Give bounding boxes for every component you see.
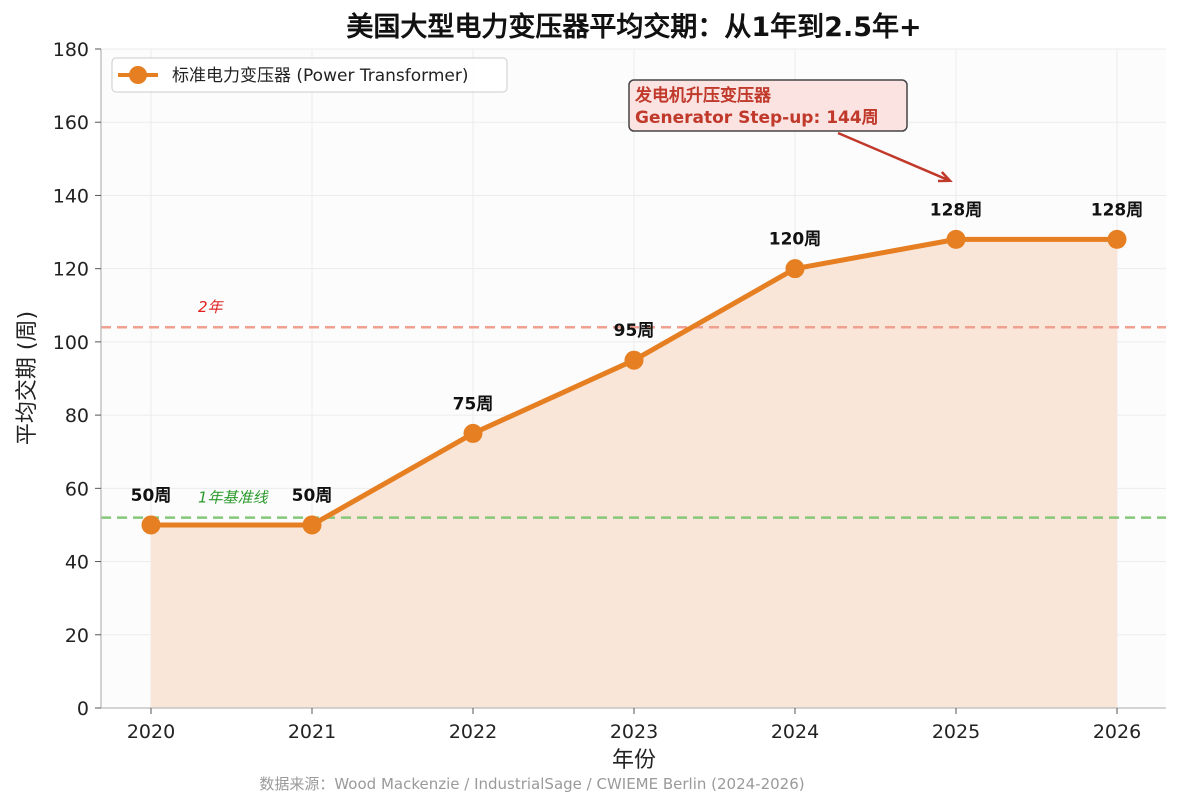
y-tick-label: 160 bbox=[53, 112, 89, 134]
y-tick-label: 40 bbox=[65, 552, 89, 574]
reference-line-label: 2年 bbox=[198, 298, 225, 316]
data-point bbox=[302, 515, 322, 535]
data-label: 128周 bbox=[1091, 200, 1144, 220]
y-tick-label: 60 bbox=[65, 478, 89, 500]
x-tick-label: 2022 bbox=[449, 721, 497, 743]
data-point bbox=[1107, 229, 1127, 249]
x-axis-label: 年份 bbox=[612, 748, 656, 773]
legend-marker-swatch bbox=[129, 66, 147, 84]
x-tick-label: 2020 bbox=[127, 721, 175, 743]
data-label: 95周 bbox=[614, 321, 655, 341]
y-ticks: 0 20 40 60 80 100 120 140 160 180 bbox=[53, 39, 101, 720]
x-tick-label: 2025 bbox=[932, 721, 980, 743]
data-label: 128周 bbox=[930, 200, 983, 220]
x-ticks: 2020 2021 2022 2023 2024 2025 2026 bbox=[127, 708, 1141, 743]
reference-lines: 2年 1年基准线 bbox=[101, 298, 1166, 519]
x-tick-label: 2023 bbox=[610, 721, 658, 743]
data-label: 75周 bbox=[453, 394, 494, 414]
data-label: 120周 bbox=[769, 230, 822, 250]
annotation-arrow bbox=[837, 131, 953, 183]
y-tick-label: 100 bbox=[53, 332, 89, 354]
data-point bbox=[785, 259, 805, 279]
data-point bbox=[141, 515, 161, 535]
area-fill bbox=[151, 239, 1117, 708]
y-tick-label: 180 bbox=[53, 39, 89, 61]
legend-box bbox=[111, 57, 508, 93]
annotation-box bbox=[628, 79, 908, 132]
y-axis-label: 平均交期 (周) bbox=[15, 311, 40, 445]
x-tick-label: 2021 bbox=[288, 721, 336, 743]
y-tick-label: 120 bbox=[53, 259, 89, 281]
source-note: 数据来源：Wood Mackenzie / IndustrialSage / C… bbox=[259, 775, 804, 793]
chart-title: 美国大型电力变压器平均交期：从1年到2.5年+ bbox=[346, 11, 921, 43]
data-point bbox=[946, 229, 966, 249]
y-tick-label: 0 bbox=[77, 698, 89, 720]
annotation: 发电机升压变压器 Generator Step-up: 144周 bbox=[628, 79, 953, 183]
x-tick-label: 2024 bbox=[771, 721, 819, 743]
data-points bbox=[141, 229, 1127, 535]
legend: 标准电力变压器 (Power Transformer) bbox=[111, 57, 508, 93]
data-point bbox=[624, 350, 644, 370]
reference-line-label: 1年基准线 bbox=[198, 489, 270, 507]
annotation-line-1: 发电机升压变压器 bbox=[634, 85, 772, 106]
legend-entry-label: 标准电力变压器 (Power Transformer) bbox=[172, 66, 468, 86]
y-tick-label: 20 bbox=[65, 625, 89, 647]
annotation-line-2: Generator Step-up: 144周 bbox=[635, 108, 879, 128]
data-label: 50周 bbox=[292, 486, 333, 506]
data-labels: 50周 50周 75周 95周 120周 128周 128周 bbox=[131, 200, 1144, 506]
data-point bbox=[463, 423, 483, 443]
y-tick-label: 80 bbox=[65, 405, 89, 427]
data-label: 50周 bbox=[131, 486, 172, 506]
x-tick-label: 2026 bbox=[1093, 721, 1141, 743]
y-tick-label: 140 bbox=[53, 185, 89, 207]
